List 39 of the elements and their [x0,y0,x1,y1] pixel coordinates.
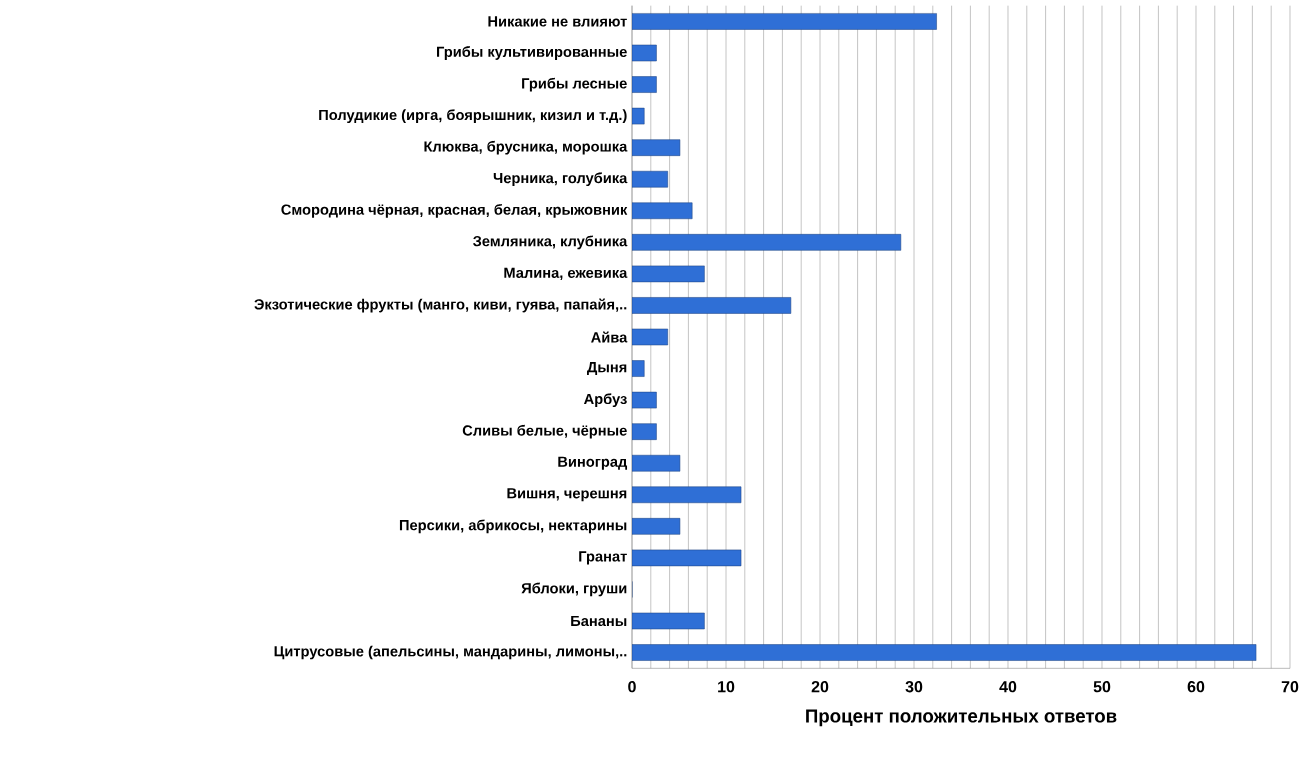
bar [632,518,681,535]
x-tick-label: 40 [999,681,1017,693]
y-tick-label: Смородина чёрная, красная, белая, крыжовник [281,203,628,218]
y-tick-label: Никакие не влияют [488,16,627,27]
bar [632,139,681,156]
y-tick-label: Черника, голубика [493,172,628,187]
x-tick-label: 20 [811,681,829,693]
y-tick-label: Яблоки, груши [521,582,627,597]
y-tick-label: Экзотические фрукты (манго, киви, гуява, папайя,.. [254,298,627,313]
y-tick-label: Земляника, клубника [473,235,628,250]
y-tick-label: Грибы культивированные [437,46,627,60]
bar [632,202,693,220]
y-tick-label: Полудикие (ирга, боярышник, кизил и т.д.) [319,109,627,123]
y-tick-label: Персики, абрикосы, нектарины [399,519,627,534]
y-tick-label: Бананы [571,615,627,627]
y-tick-label: Дыня [587,362,627,376]
bar [632,486,742,504]
y-tick-label: Вишня, черешня [507,488,627,502]
y-tick-label: Айва [591,331,628,343]
x-tick-label: 30 [905,681,923,693]
y-tick-label: Цитрусовые (апельсины, мандарины, лимоны,.. [274,645,627,660]
bar [632,644,1257,661]
y-tick-label: Грибы лесные [522,77,627,92]
x-tick-label: 60 [1187,681,1205,693]
bar [632,234,902,251]
x-tick-label: 50 [1093,681,1111,693]
y-tick-label: Виноград [558,456,628,470]
y-tick-label: Арбуз [583,393,627,407]
y-tick-label: Сливы белые, чёрные [462,424,627,439]
y-tick-label: Клюква, брусника, морошка [424,140,628,155]
bar [632,454,681,472]
x-tick-label: 0 [628,681,636,693]
bar [632,13,937,30]
y-tick-label: Малина, ежевика [504,267,628,281]
x-tick-label: 70 [1281,681,1299,693]
x-axis-title: Процент положительных ответов [806,709,1117,727]
bar [632,297,792,314]
y-tick-label: Гранат [579,551,627,565]
x-tick-label: 10 [718,681,735,693]
